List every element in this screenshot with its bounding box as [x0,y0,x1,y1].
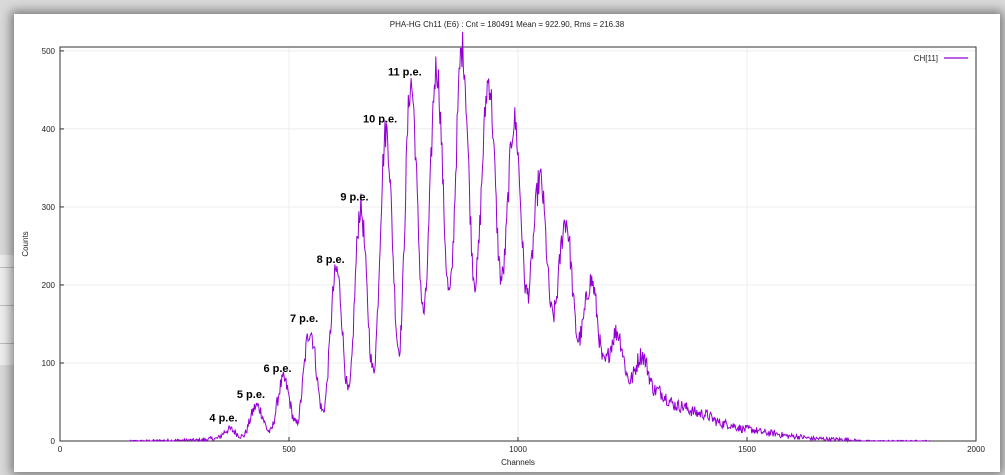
y-tick-label: 300 [42,203,56,212]
x-tick-label: 2000 [967,445,985,454]
peak-annotation: 11 p.e. [388,67,422,79]
y-tick-label: 100 [42,359,56,368]
legend-label: CH[11] [914,54,938,63]
chart-svg: 0 100 200 300 400 500 0 500 1000 1500 2000 Channels… [21,31,985,467]
peak-annotation: 10 p.e. [363,113,397,125]
peak-annotation: 7 p.e. [290,313,318,325]
chart-panel: PHA-HG Ch11 (E6) : Cnt = 180491 Mean = 9… [14,14,1000,472]
y-tick-label: 400 [42,125,56,134]
peak-annotation: 6 p.e. [263,363,291,375]
x-tick-label: 0 [58,445,63,454]
peak-annotation: 4 p.e. [209,412,237,424]
peak-annotation: 8 p.e. [317,254,345,266]
series-line-ch11 [128,31,931,443]
y-tick-label: 500 [42,47,56,56]
chart-title: PHA-HG Ch11 (E6) : Cnt = 180491 Mean = 9… [389,20,625,29]
y-tick-label: 200 [42,281,56,290]
y-axis-title: Counts [21,231,30,256]
peak-annotation: 5 p.e. [237,389,265,401]
x-tick-label: 500 [282,445,296,454]
x-axis-title: Channels [501,458,535,467]
x-tick-label: 1500 [738,445,756,454]
x-tick-label: 1000 [509,445,527,454]
plot-frame [59,46,977,442]
y-tick-label: 0 [51,437,56,446]
peak-annotation: 9 p.e. [340,192,368,204]
